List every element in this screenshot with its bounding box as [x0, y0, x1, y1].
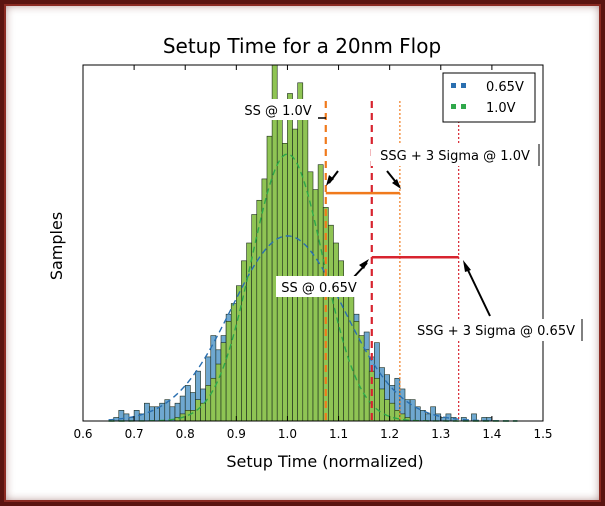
legend-swatch-1.0V [451, 104, 456, 109]
histogram-bar [195, 399, 201, 422]
histogram-bar [230, 303, 237, 422]
histogram-bar [409, 399, 416, 422]
annotation-arrowhead [392, 179, 401, 189]
histogram-bar [261, 178, 268, 422]
histogram-bar [220, 342, 227, 422]
legend-label-1.0V: 1.0V [486, 101, 516, 116]
histogram-bar [184, 410, 191, 422]
histogram-bar [302, 118, 309, 422]
legend-label-0.65V: 0.65V [486, 80, 524, 95]
plot-border [82, 64, 544, 422]
histogram-bar [123, 413, 130, 422]
annotation-ss-0.65v: SS @ 0.65V [276, 259, 369, 297]
histogram-bar [251, 214, 258, 422]
annotation-box [371, 144, 539, 166]
fit-curve-1.0V [108, 153, 518, 422]
x-tick-label: 1.5 [533, 427, 552, 441]
x-tick-label: 1.0 [278, 427, 297, 441]
legend-box [442, 72, 536, 123]
histogram-bar [353, 321, 360, 422]
histogram-bar [287, 93, 293, 422]
histogram-bar [328, 224, 334, 422]
histogram-bar [149, 406, 155, 422]
x-tick-label: 0.6 [73, 427, 92, 441]
x-tick-label: 0.8 [176, 427, 195, 441]
histogram-bar [225, 321, 232, 422]
histogram-bar [425, 413, 431, 422]
annotation-box [410, 319, 582, 341]
histogram-bar [205, 385, 212, 422]
annotation-text: SSG + 3 Sigma @ 1.0V [380, 149, 530, 164]
legend-swatch-0.65V [451, 83, 456, 88]
histogram-bar [256, 199, 263, 422]
annotation-ssg-0.65v: SSG + 3 Sigma @ 0.65V [410, 260, 583, 341]
x-tick-label: 1.1 [329, 427, 348, 441]
x-tick-label: 1.4 [482, 427, 501, 441]
histogram-bar [200, 402, 206, 422]
histogram-bar [358, 335, 365, 422]
legend-swatch-0.65V [461, 83, 466, 88]
y-axis-label: Samples [47, 212, 66, 280]
x-tick-label: 0.9 [227, 427, 246, 441]
histogram-bar [210, 377, 217, 422]
annotation-box [276, 276, 362, 297]
histogram-bar [379, 388, 385, 422]
annotation-arrow [465, 265, 491, 317]
x-tick-label: 0.7 [125, 427, 144, 441]
annotation-arrowhead [326, 175, 334, 186]
histogram-bar [348, 296, 355, 422]
histogram-bar [333, 242, 339, 422]
annotation-arrowhead [463, 260, 471, 272]
annotation-text: SS @ 0.65V [281, 281, 357, 296]
histogram-bar [394, 410, 401, 422]
x-tick-label: 1.3 [431, 427, 450, 441]
histogram-bar [215, 363, 222, 422]
histogram-bar [363, 349, 370, 422]
annotation-ss-1.0v: SS @ 1.0V [238, 99, 326, 120]
legend: 0.65V 1.0V [442, 72, 536, 123]
histogram-bar [190, 410, 196, 422]
fit-curve-0.65V [108, 235, 518, 422]
histogram-bar [374, 377, 380, 422]
histogram-bar [430, 406, 436, 422]
annotation-text: SSG + 3 Sigma @ 0.65V [417, 324, 575, 339]
annotation-ssg-1.0v: SSG + 3 Sigma @ 1.0V [326, 144, 540, 189]
histogram-bar [276, 107, 283, 422]
histogram-bar [384, 399, 390, 422]
histogram-bar [297, 82, 304, 422]
annotation-box [238, 99, 318, 120]
chart-title: Setup Time for a 20nm Flop [163, 34, 441, 58]
x-axis: 0.6 0.7 0.8 0.9 1.0 1.1 1.2 1.3 1.4 1.5 [73, 65, 553, 441]
x-axis-label: Setup Time (normalized) [226, 452, 423, 471]
legend-swatch-1.0V [461, 104, 466, 109]
histogram-bar [292, 128, 298, 422]
x-tick-label: 1.2 [380, 427, 399, 441]
annotation-text: SS @ 1.0V [244, 104, 311, 119]
annotation-arrowhead [359, 259, 369, 269]
